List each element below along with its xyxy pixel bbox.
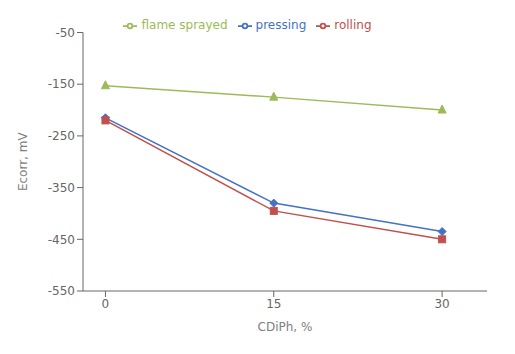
svg-text:-350: -350 xyxy=(48,181,75,195)
svg-text:15: 15 xyxy=(266,297,281,311)
html-text:flame sprayed: flame sprayed xyxy=(141,18,228,32)
html-text:pressing: pressing xyxy=(255,18,307,32)
svg-text:0: 0 xyxy=(102,297,110,311)
html-text:rolling: rolling xyxy=(334,18,372,32)
svg-text:CDiPh, %: CDiPh, % xyxy=(258,320,313,334)
svg-text:30: 30 xyxy=(434,297,449,311)
svg-text:-50: -50 xyxy=(55,26,75,40)
svg-text:Ecorr, mV: Ecorr, mV xyxy=(16,132,30,191)
svg-text:-450: -450 xyxy=(48,233,75,247)
svg-text:-550: -550 xyxy=(48,284,75,298)
svg-text:-250: -250 xyxy=(48,129,75,143)
svg-text:-150: -150 xyxy=(48,77,75,91)
